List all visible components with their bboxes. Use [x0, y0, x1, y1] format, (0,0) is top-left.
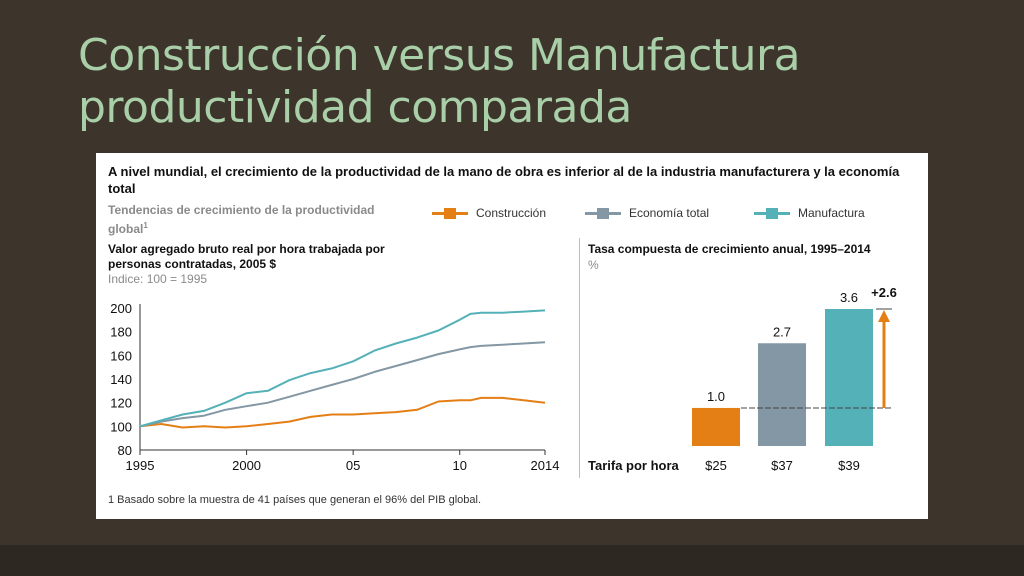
chart-divider	[579, 238, 580, 478]
series-line-manufactura	[139, 309, 546, 428]
legend-item-economia: Economía total	[585, 206, 709, 220]
bar-chart-title: Tasa compuesta de crecimiento anual, 199…	[588, 242, 871, 256]
slide-title-line2: productividad comparada	[78, 82, 632, 133]
y-tick-label: 160	[110, 348, 132, 363]
bar-chart-unit: %	[588, 258, 599, 272]
bar-manufactura	[825, 309, 873, 446]
footnote: 1 Basado sobre la muestra de 41 países q…	[108, 494, 482, 506]
y-tick-label: 120	[110, 396, 132, 411]
line-chart-subtitle: Indice: 100 = 1995	[108, 272, 208, 286]
chart-panel: A nivel mundial, el crecimiento de la pr…	[96, 153, 928, 519]
y-tick-label: 100	[110, 419, 132, 434]
legend-swatch-gray	[585, 207, 621, 219]
legend-item-construccion: Construcción	[432, 206, 546, 220]
panel-subtitle-text: Tendencias de crecimiento de la producti…	[108, 203, 375, 236]
bar-value-label: 1.0	[707, 389, 725, 404]
slide-title: Construcción versus Manufactura producti…	[78, 30, 978, 134]
subtitle-footnote-mark: 1	[143, 221, 148, 230]
legend-item-manufactura: Manufactura	[754, 206, 865, 220]
y-tick-label: 200	[110, 301, 132, 316]
footer-band	[0, 545, 1024, 576]
legend-label: Construcción	[476, 206, 547, 220]
bar-construcci-n	[692, 407, 740, 446]
x-tick-label: 2000	[232, 458, 261, 473]
legend-swatch-teal	[754, 207, 790, 219]
series-line-econom-a-total	[139, 341, 546, 428]
bar-econom-a-total	[758, 343, 806, 446]
rate-value: $25	[705, 458, 727, 473]
series-line-construcci-n	[139, 396, 546, 429]
line-chart-title: Valor agregado bruto real por hora traba…	[108, 242, 385, 271]
bar-value-label: 2.7	[773, 324, 791, 339]
x-tick-label: 2014	[531, 458, 560, 473]
x-tick-label: 1995	[126, 458, 155, 473]
rate-value: $37	[771, 458, 793, 473]
x-tick-label: 10	[453, 458, 467, 473]
legend-label: Manufactura	[798, 206, 865, 220]
slide-title-line1: Construcción versus Manufactura	[78, 30, 801, 81]
legend-label: Economía total	[629, 206, 710, 220]
bar-value-label: 3.6	[840, 290, 858, 305]
panel-subtitle: Tendencias de crecimiento de la producti…	[108, 203, 398, 237]
legend-swatch-orange	[432, 207, 468, 219]
y-tick-label: 180	[110, 325, 132, 340]
rate-header: Tarifa por hora	[588, 458, 680, 473]
y-tick-label: 140	[110, 372, 132, 387]
difference-annotation: +2.6	[871, 285, 897, 300]
rate-value: $39	[838, 458, 860, 473]
y-tick-label: 80	[118, 443, 132, 458]
x-tick-label: 05	[346, 458, 360, 473]
panel-headline: A nivel mundial, el crecimiento de la pr…	[108, 164, 900, 196]
difference-arrow-head	[878, 310, 890, 322]
